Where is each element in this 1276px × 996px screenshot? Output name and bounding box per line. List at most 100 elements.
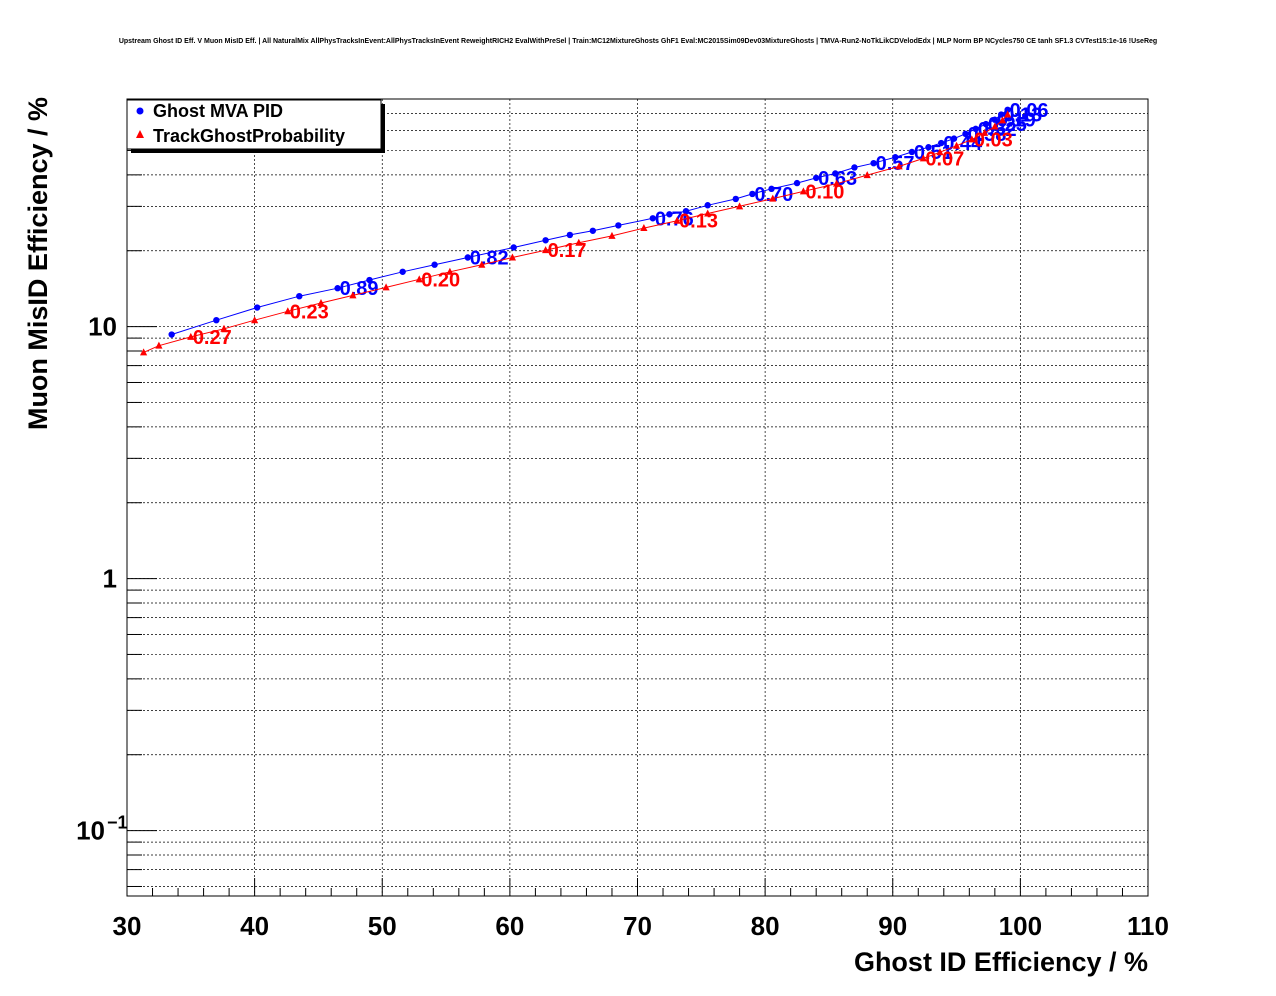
data-point xyxy=(366,276,373,284)
data-point xyxy=(682,207,690,215)
data-point xyxy=(666,211,673,218)
legend-marker-ghost-mva xyxy=(136,107,144,115)
data-point xyxy=(919,154,927,162)
y-tick-label: 1 xyxy=(103,564,117,594)
chart-title: Upstream Ghost ID Eff. V Muon MisID Eff.… xyxy=(119,38,1157,45)
data-point xyxy=(968,135,976,143)
data-label: 0.03 xyxy=(974,129,1013,151)
data-point xyxy=(938,139,945,147)
data-label: 0.13 xyxy=(1003,105,1042,127)
x-tick-label: 80 xyxy=(751,911,780,941)
data-point xyxy=(415,275,423,283)
data-label: 0.89 xyxy=(340,278,379,300)
data-point xyxy=(542,237,549,244)
data-point xyxy=(187,332,195,340)
x-axis-title: Ghost ID Efficiency / % xyxy=(854,947,1148,977)
data-point xyxy=(749,190,756,198)
data-point xyxy=(220,324,228,332)
data-point xyxy=(284,307,292,315)
data-point xyxy=(799,187,808,195)
data-label: 0.23 xyxy=(290,301,329,323)
axis-ticks xyxy=(126,98,1149,896)
data-point xyxy=(446,267,454,275)
data-point xyxy=(508,253,517,261)
data-point xyxy=(510,244,517,251)
data-label: 0.27 xyxy=(193,327,232,349)
data-point xyxy=(478,260,486,268)
data-label: 0.63 xyxy=(818,168,857,190)
data-point xyxy=(649,215,657,222)
data-point xyxy=(895,162,903,170)
data-point xyxy=(213,316,220,324)
data-point xyxy=(673,216,681,224)
data-point xyxy=(704,202,711,209)
data-point xyxy=(736,202,744,210)
data-point xyxy=(908,148,916,156)
series-1: 0.27 0.23 0.20 0.17 0.13 0.10 0.07 0.03 xyxy=(139,110,1013,356)
x-tick-label: 90 xyxy=(878,911,907,941)
data-point xyxy=(998,116,1007,124)
data-point xyxy=(925,144,932,151)
data-label: 0.20 xyxy=(421,269,460,291)
data-point xyxy=(952,141,961,149)
data-point xyxy=(399,268,406,275)
data-point xyxy=(832,179,841,187)
data-point xyxy=(981,128,989,136)
data-point xyxy=(431,261,438,268)
data-point xyxy=(640,224,648,232)
data-point xyxy=(139,348,148,356)
data-point xyxy=(253,304,261,311)
data-point xyxy=(998,111,1005,118)
data-point xyxy=(382,283,390,291)
data-label: 0.82 xyxy=(470,247,509,269)
legend-label-track-ghost-prob: TrackGhostProbability xyxy=(153,126,345,146)
grid xyxy=(126,98,1149,896)
data-point xyxy=(768,185,775,193)
data-point xyxy=(334,285,341,292)
data-point xyxy=(769,194,777,202)
y-tick-label: 10 xyxy=(88,312,117,342)
data-point xyxy=(251,316,259,324)
data-point xyxy=(870,159,877,167)
data-point xyxy=(972,125,979,133)
data-point xyxy=(950,135,958,142)
data-point xyxy=(732,195,739,203)
x-tick-label: 110 xyxy=(1127,911,1169,941)
data-point xyxy=(793,179,801,187)
data-point xyxy=(575,238,583,246)
data-point xyxy=(464,254,471,261)
legend: Ghost MVA PID TrackGhostProbability xyxy=(126,99,385,153)
data-point xyxy=(608,231,616,239)
data-point xyxy=(962,130,969,138)
data-point xyxy=(615,222,622,229)
data-label: 0.25 xyxy=(988,114,1027,136)
y-tick-label: 10 xyxy=(76,816,105,846)
data-point xyxy=(168,331,175,338)
data-point xyxy=(542,246,550,254)
x-tick-label: 40 xyxy=(240,911,269,941)
data-label: 0.10 xyxy=(805,181,844,203)
data-point xyxy=(704,209,712,217)
data-point xyxy=(832,170,839,177)
legend-box xyxy=(126,99,382,150)
data-point xyxy=(1004,106,1011,113)
data-point xyxy=(892,154,899,161)
data-point xyxy=(566,231,574,239)
data-point xyxy=(155,341,163,349)
x-tick-label: 60 xyxy=(495,911,524,941)
data-point xyxy=(349,291,357,299)
data-point xyxy=(296,292,303,300)
legend-marker-track-ghost-prob xyxy=(136,130,144,138)
data-point xyxy=(991,122,999,130)
data-point xyxy=(851,164,858,171)
data-label: 0.76 xyxy=(655,208,694,230)
y-tick-exponent: −1 xyxy=(107,813,128,833)
data-label: 0.07 xyxy=(925,148,964,170)
legend-label-ghost-mva: Ghost MVA PID xyxy=(153,101,283,121)
data-label: 0.17 xyxy=(548,240,587,262)
data-point xyxy=(812,174,820,182)
data-point xyxy=(863,171,871,179)
y-axis-title: Muon MisID Efficiency / % xyxy=(23,97,53,430)
data-label: 0.06 xyxy=(1010,100,1049,122)
